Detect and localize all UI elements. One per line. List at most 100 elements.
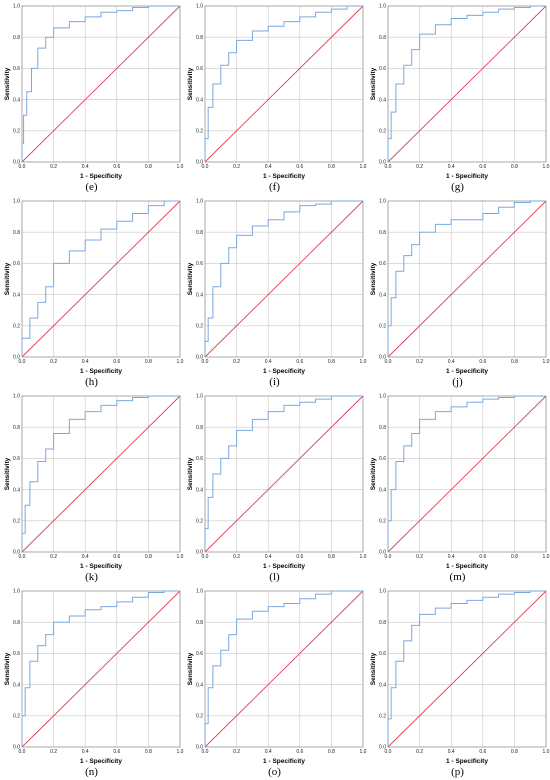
- x-tick-label: 0.0: [19, 164, 26, 170]
- y-tick-label: 0.8: [196, 425, 203, 431]
- y-tick-label: 0.4: [379, 487, 386, 493]
- x-tick-label: 0.4: [265, 164, 272, 170]
- y-tick-label: 0.6: [379, 261, 386, 267]
- x-tick-label: 0.4: [448, 164, 455, 170]
- x-axis-title: 1 - Specificity: [80, 758, 122, 765]
- roc-panel: 0.0 0.2 0.4 0.6 0.8 1.0 0.0 0.2 0.4 0.6 0.8 1.0 1 - …: [0, 585, 184, 780]
- y-tick-label: 0.8: [379, 35, 386, 41]
- y-tick-label: 0.8: [379, 425, 386, 431]
- roc-curve: [204, 200, 363, 357]
- y-tick-label: 0.4: [13, 487, 20, 493]
- x-tick-label: 1.0: [543, 164, 550, 170]
- reference-line: [21, 200, 181, 358]
- y-tick-label: 0.4: [379, 292, 386, 298]
- y-tick-label: 0.2: [13, 324, 20, 330]
- panel-caption: (f): [269, 181, 280, 193]
- x-tick-label: 0.6: [296, 554, 303, 560]
- x-tick-label: 0.8: [145, 554, 152, 560]
- roc-curve: [387, 395, 546, 552]
- panel-caption: (j): [452, 376, 463, 388]
- y-axis-title: Sensitivity: [4, 457, 11, 490]
- roc-chart: 0.0 0.2 0.4 0.6 0.8 1.0 0.0 0.2 0.4 0.6 0.8 1.0 1 - …: [187, 589, 367, 765]
- panel-caption: (i): [269, 376, 280, 388]
- reference-line: [387, 590, 547, 748]
- x-tick-label: 0.4: [82, 164, 89, 170]
- reference-line: [21, 395, 181, 553]
- y-axis-title: Sensitivity: [370, 67, 377, 100]
- x-tick-label: 0.0: [385, 749, 392, 755]
- x-tick-label: 0.4: [265, 749, 272, 755]
- x-axis-title: 1 - Specificity: [446, 173, 488, 180]
- x-tick-label: 0.0: [202, 164, 209, 170]
- y-axis-title: Sensitivity: [187, 457, 194, 490]
- roc-chart: 0.0 0.2 0.4 0.6 0.8 1.0 0.0 0.2 0.4 0.6 0.8 1.0 1 - …: [187, 394, 367, 570]
- x-tick-label: 1.0: [360, 749, 367, 755]
- x-tick-label: 0.0: [385, 554, 392, 560]
- y-tick-label: 0.0: [13, 745, 20, 751]
- x-axis-title: 1 - Specificity: [446, 563, 488, 570]
- x-axis-title: 1 - Specificity: [263, 758, 305, 765]
- x-tick-label: 0.6: [113, 359, 120, 365]
- y-tick-label: 0.8: [13, 35, 20, 41]
- y-tick-label: 0.6: [196, 261, 203, 267]
- plot-frame: [387, 5, 547, 163]
- y-tick-label: 0.2: [13, 714, 20, 720]
- y-tick-label: 0.0: [196, 745, 203, 751]
- x-tick-label: 0.4: [448, 749, 455, 755]
- y-tick-label: 1.0: [379, 4, 386, 10]
- roc-chart: 0.0 0.2 0.4 0.6 0.8 1.0 0.0 0.2 0.4 0.6 0.8 1.0 1 - …: [187, 4, 367, 180]
- plot-frame: [204, 395, 364, 553]
- y-axis-title: Sensitivity: [370, 262, 377, 295]
- panel-caption: (g): [451, 181, 464, 193]
- y-tick-label: 0.8: [196, 230, 203, 236]
- x-tick-label: 0.2: [50, 359, 57, 365]
- roc-chart: 0.0 0.2 0.4 0.6 0.8 1.0 0.0 0.2 0.4 0.6 0.8 1.0 1 - …: [370, 394, 550, 570]
- roc-curve: [204, 5, 363, 162]
- x-tick-label: 0.8: [328, 749, 335, 755]
- x-tick-label: 1.0: [177, 164, 184, 170]
- plot-frame: [204, 590, 364, 748]
- roc-chart: 0.0 0.2 0.4 0.6 0.8 1.0 0.0 0.2 0.4 0.6 0.8 1.0 1 - …: [370, 199, 550, 375]
- roc-curve: [204, 590, 363, 747]
- roc-curve: [387, 200, 546, 357]
- roc-panel: 0.0 0.2 0.4 0.6 0.8 1.0 0.0 0.2 0.4 0.6 0.8 1.0 1 - …: [366, 585, 550, 780]
- y-tick-label: 0.0: [196, 550, 203, 556]
- x-tick-label: 0.0: [19, 554, 26, 560]
- roc-chart: 0.0 0.2 0.4 0.6 0.8 1.0 0.0 0.2 0.4 0.6 0.8 1.0 1 - …: [370, 589, 550, 765]
- x-tick-label: 0.4: [82, 359, 89, 365]
- x-tick-label: 0.8: [511, 359, 518, 365]
- y-axis-title: Sensitivity: [187, 67, 194, 100]
- y-tick-label: 1.0: [13, 589, 20, 595]
- y-tick-label: 0.6: [196, 66, 203, 72]
- roc-chart: 0.0 0.2 0.4 0.6 0.8 1.0 0.0 0.2 0.4 0.6 0.8 1.0 1 - …: [4, 589, 184, 765]
- y-tick-label: 0.4: [13, 682, 20, 688]
- y-tick-label: 1.0: [196, 394, 203, 400]
- y-tick-label: 0.4: [13, 97, 20, 103]
- roc-chart: 0.0 0.2 0.4 0.6 0.8 1.0 0.0 0.2 0.4 0.6 0.8 1.0 1 - …: [4, 394, 184, 570]
- x-tick-label: 0.2: [233, 749, 240, 755]
- x-tick-label: 0.4: [82, 749, 89, 755]
- plot-frame: [387, 395, 547, 553]
- y-tick-label: 0.2: [196, 714, 203, 720]
- x-tick-label: 1.0: [543, 554, 550, 560]
- reference-line: [204, 5, 364, 163]
- x-tick-label: 0.6: [113, 164, 120, 170]
- roc-panel: 0.0 0.2 0.4 0.6 0.8 1.0 0.0 0.2 0.4 0.6 0.8 1.0 1 - …: [183, 0, 367, 195]
- y-tick-label: 0.6: [13, 456, 20, 462]
- x-axis-title: 1 - Specificity: [80, 368, 122, 375]
- x-tick-label: 0.8: [328, 554, 335, 560]
- y-axis-title: Sensitivity: [4, 262, 11, 295]
- y-axis-title: Sensitivity: [4, 67, 11, 100]
- reference-line: [21, 5, 181, 163]
- x-tick-label: 0.2: [50, 164, 57, 170]
- roc-chart: 0.0 0.2 0.4 0.6 0.8 1.0 0.0 0.2 0.4 0.6 0.8 1.0 1 - …: [4, 199, 184, 375]
- panel-caption: (m): [449, 571, 466, 583]
- panel-caption: (o): [268, 766, 281, 778]
- x-tick-label: 1.0: [360, 164, 367, 170]
- x-tick-label: 0.8: [511, 554, 518, 560]
- x-tick-label: 0.6: [479, 749, 486, 755]
- y-tick-label: 0.0: [13, 160, 20, 166]
- y-tick-label: 1.0: [13, 4, 20, 10]
- y-tick-label: 0.2: [196, 324, 203, 330]
